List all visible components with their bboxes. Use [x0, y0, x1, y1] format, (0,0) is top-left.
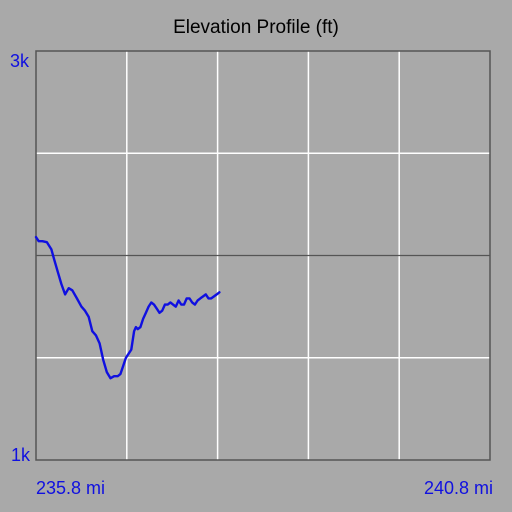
x-tick-label-min: 235.8 mi — [36, 478, 106, 498]
y-tick-label-max: 3k — [10, 51, 30, 71]
chart-title: Elevation Profile (ft) — [173, 17, 339, 38]
elevation-line — [34, 235, 221, 380]
plot-frame — [35, 50, 491, 461]
x-tick-label-max: 240.8 mi — [423, 478, 493, 498]
y-tick-label-min: 1k — [11, 445, 31, 465]
